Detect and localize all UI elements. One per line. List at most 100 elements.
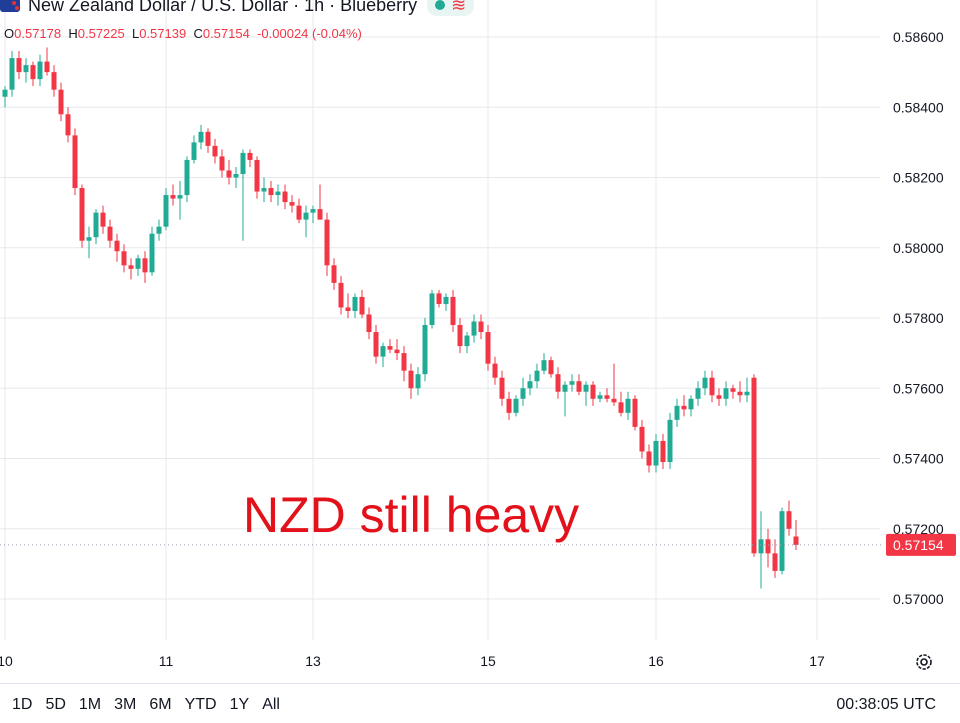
candle-body <box>205 131 211 146</box>
candle <box>569 374 575 392</box>
time-axis: 10 11 13 15 16 17 <box>0 653 825 669</box>
candle-body <box>534 370 540 382</box>
symbol-title[interactable]: New Zealand Dollar / U.S. Dollar · 1h · … <box>28 0 418 15</box>
bottom-toolbar: 1D 5D 1M 3M 6M YTD 1Y All 00:38:05 UTC <box>0 683 960 723</box>
candle <box>464 332 470 354</box>
candle <box>590 381 596 406</box>
range-button-5d[interactable]: 5D <box>45 696 66 713</box>
candle-body <box>65 114 71 136</box>
chart-header: New Zealand Dollar / U.S. Dollar · 1h · … <box>0 0 475 16</box>
candle-body <box>79 188 85 241</box>
candle <box>520 377 526 406</box>
candle <box>709 370 715 403</box>
close-label: C <box>193 26 203 41</box>
candle-body <box>121 251 127 266</box>
candle-body <box>443 296 449 304</box>
candle-body <box>646 451 652 466</box>
candle-body <box>415 374 421 389</box>
candle-body <box>436 293 442 304</box>
clock: 00:38:05 UTC <box>836 696 936 713</box>
candle <box>450 289 456 333</box>
candle <box>289 195 295 213</box>
gear-icon[interactable] <box>914 652 934 672</box>
candle <box>16 51 22 80</box>
range-button-all[interactable]: All <box>262 696 280 713</box>
range-button-1m[interactable]: 1M <box>78 696 102 713</box>
status-pill[interactable]: ≋ <box>427 0 475 16</box>
candle <box>716 388 722 406</box>
annotation-text: NZD still heavy <box>243 487 580 543</box>
candle <box>541 353 547 375</box>
candle <box>688 395 694 417</box>
candle <box>2 86 8 108</box>
candle <box>394 339 400 361</box>
candle-body <box>128 265 134 269</box>
candle <box>240 149 246 241</box>
open-value: 0.57178 <box>14 26 62 41</box>
price-chart[interactable]: 0.58600 0.58400 0.58200 0.58000 0.57800 0.576… <box>0 0 960 683</box>
candle <box>114 233 120 262</box>
candle-body <box>583 384 589 392</box>
candle <box>324 212 330 276</box>
candle <box>191 135 197 164</box>
candle-body <box>366 314 372 333</box>
candle-body <box>562 384 568 392</box>
candle <box>583 381 589 406</box>
candle-body <box>226 170 232 178</box>
candle <box>51 65 57 97</box>
candle-body <box>527 381 533 389</box>
candle <box>485 325 491 371</box>
candle-body <box>625 398 631 413</box>
candle <box>282 184 288 210</box>
candle <box>359 289 365 318</box>
candle <box>387 339 393 354</box>
candle <box>401 346 407 382</box>
candle <box>492 356 498 385</box>
range-button-ytd[interactable]: YTD <box>184 696 217 713</box>
candle-body <box>660 440 666 463</box>
candle-body <box>303 212 309 220</box>
candle-body <box>135 258 141 269</box>
y-tick-label: 0.57600 <box>893 380 944 396</box>
candle-body <box>142 258 148 273</box>
candle <box>170 184 176 206</box>
candle-body <box>2 89 8 97</box>
candle <box>772 539 778 578</box>
candle <box>226 159 232 185</box>
candle-body <box>380 346 386 357</box>
candle-body <box>737 391 743 396</box>
candle <box>422 318 428 382</box>
candle <box>86 226 92 259</box>
range-button-1y[interactable]: 1Y <box>229 696 250 713</box>
x-tick-label: 17 <box>809 653 825 669</box>
candle <box>730 384 736 399</box>
x-tick-label: 16 <box>648 653 664 669</box>
candle <box>296 198 302 224</box>
candle-body <box>184 159 190 196</box>
candle <box>142 251 148 283</box>
candle <box>310 205 316 224</box>
candle <box>695 381 701 406</box>
last-price-label: 0.57154 <box>886 533 956 556</box>
y-tick-label: 0.58200 <box>893 170 944 186</box>
candle-body <box>58 89 64 115</box>
candle <box>765 528 771 568</box>
candle-body <box>772 553 778 571</box>
candle <box>499 370 505 406</box>
range-button-3m[interactable]: 3M <box>114 696 137 713</box>
candle <box>44 47 50 76</box>
candle <box>632 395 638 431</box>
candle-body <box>639 426 645 452</box>
y-tick-label: 0.58600 <box>893 29 944 45</box>
candle-body <box>569 381 575 385</box>
candle <box>23 58 29 83</box>
x-tick-label: 13 <box>305 653 321 669</box>
candle-body <box>37 61 43 80</box>
candle <box>562 381 568 417</box>
candle <box>576 374 582 396</box>
candle <box>758 511 764 589</box>
candle <box>331 258 337 290</box>
candle-body <box>422 325 428 375</box>
range-button-1d[interactable]: 1D <box>12 696 33 713</box>
range-button-6m[interactable]: 6M <box>149 696 172 713</box>
